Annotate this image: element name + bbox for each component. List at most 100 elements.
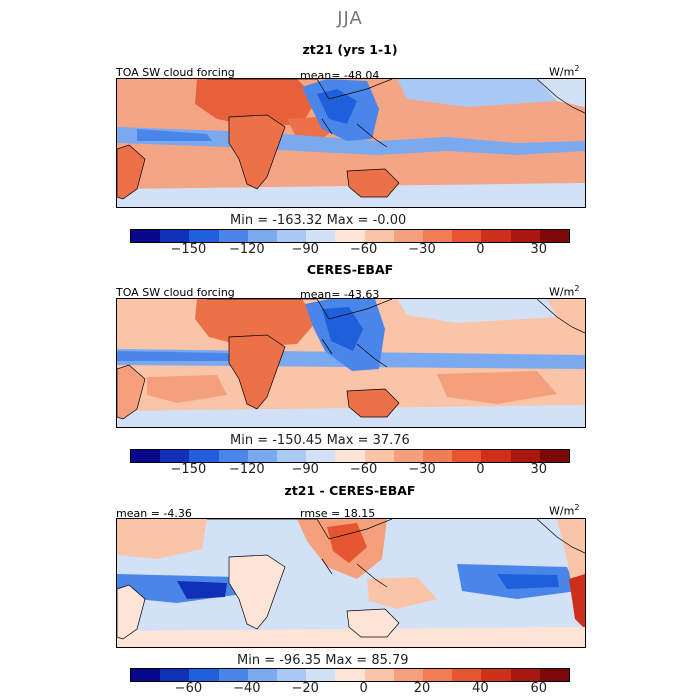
panel3-southern-ocean bbox=[117, 627, 585, 647]
panel1-atlantic-itcz bbox=[137, 129, 212, 141]
panel3-map bbox=[116, 518, 586, 648]
colorbar-segment bbox=[423, 450, 453, 462]
panel2-mean: mean= -43.63 bbox=[300, 288, 379, 301]
panel2-map-svg bbox=[117, 299, 585, 427]
panel3-max-value: 85.79 bbox=[371, 653, 409, 668]
panel3-units-text: W/m bbox=[549, 504, 575, 518]
panel3-colorbar bbox=[130, 668, 570, 682]
panel2-variable-label: TOA SW cloud forcing bbox=[116, 286, 235, 299]
panel2-map bbox=[116, 298, 586, 428]
panel2-max-value: 37.76 bbox=[372, 433, 410, 448]
panel3-mean-label: mean = bbox=[116, 507, 160, 520]
colorbar-tick-label: 0 bbox=[359, 681, 368, 696]
colorbar-tick-label: −30 bbox=[408, 462, 436, 477]
colorbar-segment bbox=[306, 450, 336, 462]
colorbar-tick-label: −150 bbox=[170, 242, 207, 257]
panel1-southern-ocean bbox=[117, 183, 585, 207]
colorbar-segment bbox=[393, 669, 424, 681]
panel2-units-text: W/m bbox=[549, 285, 575, 299]
colorbar-segment bbox=[393, 230, 424, 242]
colorbar-segment bbox=[539, 669, 570, 681]
panel3-rmse-value: 18.15 bbox=[343, 507, 376, 520]
panel2-colorbar bbox=[130, 449, 570, 463]
panel3-peru-positive bbox=[569, 574, 585, 629]
panel1-units-exp: 2 bbox=[574, 64, 580, 73]
panel1-sahara-region bbox=[195, 79, 317, 127]
panel2-mean-value: -43.63 bbox=[343, 288, 380, 301]
panel1-min-value: -163.32 bbox=[272, 213, 323, 228]
panel1-map bbox=[116, 78, 586, 208]
panel3-atlantic-core bbox=[177, 581, 227, 599]
colorbar-segment bbox=[510, 450, 540, 462]
colorbar-tick-label: 30 bbox=[530, 462, 548, 477]
colorbar-tick-label: −40 bbox=[233, 681, 261, 696]
panel3-mean-value: -4.36 bbox=[163, 507, 192, 520]
colorbar-segment bbox=[247, 669, 278, 681]
panel1-north-pacific bbox=[397, 79, 557, 107]
panel3-na-positive bbox=[117, 519, 207, 559]
figure-title: JJA bbox=[337, 8, 363, 29]
colorbar-segment bbox=[160, 669, 190, 681]
colorbar-segment bbox=[393, 450, 424, 462]
colorbar-segment bbox=[539, 450, 570, 462]
panel2-australia bbox=[346, 388, 400, 418]
colorbar-segment bbox=[335, 450, 365, 462]
panel3-na-coast bbox=[536, 519, 585, 554]
colorbar-segment bbox=[364, 230, 394, 242]
panel1-units: W/m2 bbox=[549, 64, 579, 79]
colorbar-tick-label: −90 bbox=[291, 462, 319, 477]
colorbar-segment bbox=[189, 450, 219, 462]
colorbar-tick-label: 0 bbox=[476, 462, 485, 477]
panel3-mean: mean = -4.36 bbox=[116, 507, 192, 520]
colorbar-tick-label: 30 bbox=[530, 242, 548, 257]
panel3-eurasia-coast bbox=[207, 519, 393, 588]
panel3-rmse-label: rmse = bbox=[300, 507, 341, 520]
panel3-australia bbox=[346, 608, 400, 638]
panel2-eurasia-coast bbox=[207, 299, 393, 368]
colorbar-tick-label: −60 bbox=[349, 462, 378, 477]
colorbar-segment bbox=[277, 669, 307, 681]
colorbar-segment bbox=[189, 669, 219, 681]
panel3-units-exp: 2 bbox=[574, 503, 580, 512]
colorbar-segment bbox=[277, 450, 307, 462]
colorbar-segment bbox=[364, 450, 394, 462]
panel1-units-text: W/m bbox=[549, 65, 575, 79]
panel3-rmse: rmse = 18.15 bbox=[300, 507, 375, 520]
colorbar-tick-label: 40 bbox=[472, 681, 489, 696]
colorbar-segment bbox=[510, 230, 540, 242]
colorbar-segment bbox=[539, 230, 570, 242]
panel2-atlantic-stratus bbox=[147, 375, 227, 403]
panel1-africa bbox=[228, 114, 286, 190]
colorbar-tick-label: −90 bbox=[291, 242, 319, 257]
panel1-max-value: -0.00 bbox=[372, 213, 407, 228]
colorbar-tick-label: −150 bbox=[170, 462, 207, 477]
panel3-minmax: Min = -96.35 Max = 85.79 bbox=[237, 653, 409, 668]
colorbar-tick-label: 60 bbox=[530, 681, 548, 696]
panel2-africa bbox=[228, 334, 286, 410]
colorbar-tick-label: −120 bbox=[228, 462, 265, 477]
colorbar-segment bbox=[481, 450, 511, 462]
panel2-east-pacific-stratus bbox=[437, 371, 557, 404]
colorbar-segment bbox=[277, 230, 307, 242]
colorbar-tick-label: −60 bbox=[174, 681, 203, 696]
panel1-south-america bbox=[117, 144, 146, 200]
colorbar-segment bbox=[423, 230, 453, 242]
panel1-monsoon-core bbox=[317, 89, 357, 124]
colorbar-segment bbox=[160, 230, 190, 242]
panel1-map-svg bbox=[117, 79, 585, 207]
colorbar-segment bbox=[218, 450, 248, 462]
colorbar-segment bbox=[131, 450, 161, 462]
panel2-mean-label: mean= bbox=[300, 288, 341, 301]
colorbar-segment bbox=[247, 450, 278, 462]
colorbar-tick-label: −30 bbox=[408, 242, 436, 257]
colorbar-segment bbox=[189, 230, 219, 242]
colorbar-tick-label: −120 bbox=[228, 242, 265, 257]
panel3-south-america bbox=[117, 584, 146, 640]
panel2-southern-ocean bbox=[117, 405, 585, 427]
panel3-units: W/m2 bbox=[549, 503, 579, 518]
colorbar-tick-label: −60 bbox=[349, 242, 378, 257]
colorbar-segment bbox=[481, 230, 511, 242]
colorbar-segment bbox=[452, 230, 482, 242]
panel2-units: W/m2 bbox=[549, 284, 579, 299]
panel3-pacific-core bbox=[497, 574, 559, 589]
